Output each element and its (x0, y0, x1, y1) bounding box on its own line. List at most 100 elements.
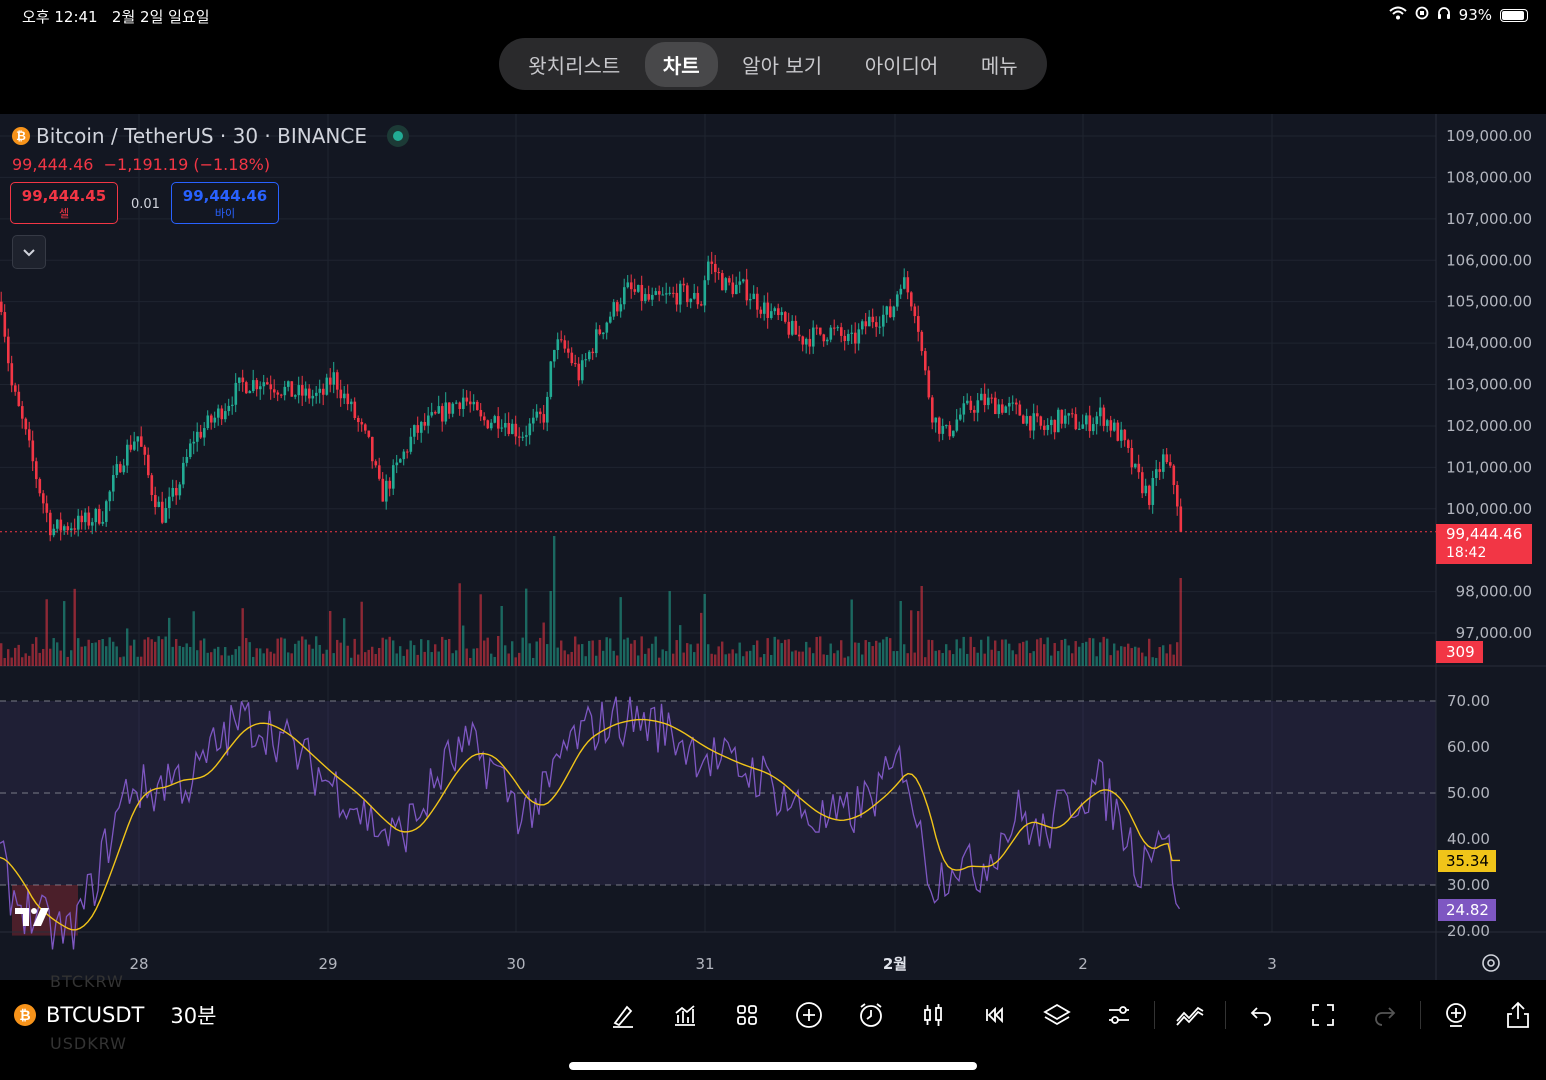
candle-body (73, 528, 77, 530)
symbol-title[interactable]: ₿ Bitcoin / TetherUS · 30 · BINANCE (12, 124, 409, 148)
volume-bar (385, 639, 388, 666)
candle-body (885, 306, 889, 315)
candle-body (560, 339, 563, 341)
volume-bar (171, 646, 174, 666)
layout-grid-icon[interactable] (716, 995, 778, 1035)
candle-body (276, 392, 280, 395)
chart-canvas[interactable]: 109,000.00 108,000.00 107,000.00 106,000.00… (0, 114, 1546, 980)
sell-button[interactable]: 99,444.45 셀 (10, 182, 118, 224)
volume-bar (430, 652, 433, 666)
volume-bar (962, 636, 965, 666)
candle-body (808, 338, 812, 347)
candle-body (535, 411, 539, 418)
volume-bar (280, 637, 283, 666)
candle-body (353, 401, 357, 418)
volume-bar (577, 644, 580, 666)
candle-body (294, 395, 297, 397)
candle-body (1032, 413, 1036, 431)
volume-bar (773, 636, 776, 666)
candle-body (374, 461, 378, 466)
volume-bar (374, 653, 377, 666)
volume-bar (0, 643, 3, 666)
volume-bar (420, 639, 423, 666)
volume-bar (584, 656, 587, 666)
drawing-tool-icon[interactable] (592, 995, 654, 1035)
volume-bar (623, 639, 626, 666)
chart-area[interactable]: 109,000.00 108,000.00 107,000.00 106,000.00… (0, 114, 1546, 980)
candles-icon[interactable] (902, 995, 964, 1035)
price-axis-label: 106,000.00 (1446, 251, 1532, 269)
volume-bar (903, 644, 906, 666)
candle-body (248, 391, 252, 394)
tab-explore[interactable]: 알아 보기 (742, 53, 823, 78)
fullscreen-icon[interactable] (1292, 995, 1354, 1035)
candle-body (840, 327, 843, 336)
candle-body (507, 422, 511, 434)
volume-bar (112, 641, 115, 666)
candle-body (1158, 469, 1162, 472)
volume-bar (735, 653, 738, 666)
collapse-legend-button[interactable] (12, 235, 46, 269)
volume-bar (707, 644, 710, 666)
volume-bar (693, 652, 696, 666)
candle-body (1109, 420, 1113, 431)
replay-icon[interactable] (964, 995, 1026, 1035)
undo-icon[interactable] (1230, 995, 1292, 1035)
add-indicator-icon[interactable] (778, 995, 840, 1035)
candle-body (434, 412, 437, 414)
candle-body (427, 415, 430, 426)
volume-bar (367, 649, 370, 666)
alert-clock-icon[interactable] (840, 995, 902, 1035)
candle-body (255, 380, 259, 390)
volume-bar (1025, 640, 1028, 666)
volume-bar (721, 641, 724, 666)
add-alert-icon[interactable] (1425, 995, 1487, 1035)
candle-body (836, 327, 840, 329)
volume-bar (129, 645, 132, 666)
volume-bar (731, 649, 734, 666)
candle-body (297, 385, 301, 396)
candle-body (868, 316, 871, 327)
redo-icon[interactable] (1354, 995, 1416, 1035)
volume-bar (969, 636, 972, 666)
tab-watchlist[interactable]: 왓치리스트 (528, 53, 621, 78)
candle-body (395, 462, 399, 466)
volume-bar (850, 599, 853, 666)
candle-body (448, 402, 451, 414)
candle-body (458, 402, 462, 410)
interval-selector[interactable]: 30분 (170, 1004, 217, 1028)
settings-gear-icon[interactable] (1482, 954, 1500, 972)
chart-type-icon[interactable] (654, 995, 716, 1035)
candle-body (91, 522, 94, 526)
tab-menu[interactable]: 메뉴 (980, 53, 1018, 78)
volume-bar (10, 657, 13, 666)
volume-bar (553, 536, 556, 666)
candle-body (1169, 462, 1172, 466)
candle-body (1025, 416, 1029, 424)
share-icon[interactable] (1487, 995, 1546, 1035)
candle-body (591, 351, 595, 354)
volume-bar (1074, 641, 1077, 666)
volume-bar (549, 591, 552, 666)
volume-bar (1099, 642, 1102, 666)
candle-body (1074, 414, 1078, 430)
volume-bar (556, 647, 559, 666)
volume-bar (462, 625, 465, 666)
symbol-selector[interactable]: ₿ BTCUSDT 30분 (14, 1000, 216, 1030)
candle-body (220, 408, 224, 420)
volume-bar (182, 647, 185, 666)
battery-percent: 93% (1458, 6, 1492, 24)
layers-icon[interactable] (1026, 995, 1088, 1035)
symbol-ticker[interactable]: BTCUSDT (46, 1003, 145, 1027)
volume-bar (14, 647, 17, 666)
tab-chart[interactable]: 차트 (644, 41, 718, 87)
volume-bar (612, 650, 615, 666)
tab-ideas[interactable]: 아이디어 (864, 53, 939, 78)
candle-body (1127, 440, 1130, 449)
compare-symbol-icon[interactable] (1159, 995, 1221, 1035)
candle-body (514, 423, 518, 437)
candle-body (675, 292, 679, 305)
settings-sliders-icon[interactable] (1088, 995, 1150, 1035)
candle-body (493, 416, 497, 423)
buy-button[interactable]: 99,444.46 바이 (171, 182, 279, 224)
